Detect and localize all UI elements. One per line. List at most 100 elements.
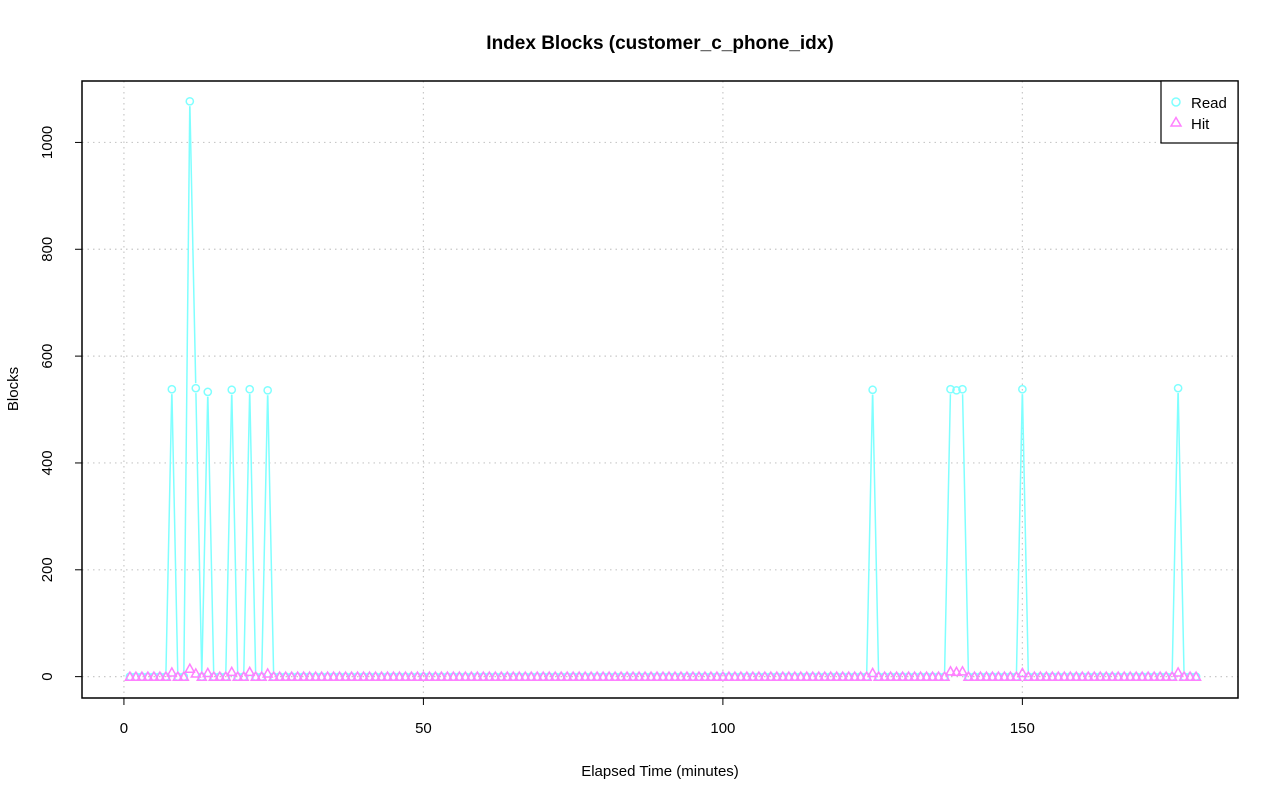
data-point-read xyxy=(263,385,273,395)
data-point-hit xyxy=(639,670,651,681)
data-point-hit xyxy=(1022,670,1035,681)
data-point-hit xyxy=(309,670,322,681)
data-point-hit xyxy=(567,670,579,681)
data-point-hit xyxy=(178,670,190,681)
data-point-hit xyxy=(124,670,136,681)
data-point-read xyxy=(245,384,255,394)
data-point-hit xyxy=(1040,670,1053,681)
data-point-hit xyxy=(765,670,777,681)
data-point-hit xyxy=(399,670,412,681)
data-point-hit xyxy=(315,670,328,681)
data-point-hit xyxy=(393,670,406,681)
series-line-segment xyxy=(1171,393,1179,672)
data-point-hit xyxy=(405,670,418,681)
data-point-hit xyxy=(830,670,843,681)
data-point-hit xyxy=(1070,670,1083,681)
data-point-hit xyxy=(627,670,639,681)
legend-read-label: Read xyxy=(1191,95,1227,112)
data-point-hit xyxy=(896,670,909,681)
data-point-hit xyxy=(154,670,166,681)
data-point-hit xyxy=(908,670,921,681)
data-point-hit xyxy=(231,670,244,681)
data-point-hit xyxy=(818,670,831,681)
data-point-hit xyxy=(1016,666,1029,678)
legend-hit-marker xyxy=(1169,116,1183,127)
series-line-segment xyxy=(865,394,874,672)
data-point-hit xyxy=(537,670,549,681)
data-point-hit xyxy=(297,670,310,681)
data-point-hit xyxy=(890,670,903,681)
data-point-hit xyxy=(950,665,963,677)
data-point-hit xyxy=(699,670,711,681)
data-point-hit xyxy=(1052,670,1065,681)
series-line-segment xyxy=(261,395,269,672)
data-point-hit xyxy=(489,670,502,681)
data-point-hit xyxy=(202,666,214,678)
chart-title: Index Blocks (customer_c_phone_idx) xyxy=(486,33,833,54)
data-point-hit xyxy=(621,670,633,681)
series-line-segment xyxy=(1177,393,1185,672)
data-point-hit xyxy=(986,670,999,681)
data-point-hit xyxy=(339,670,352,681)
series-line-segment xyxy=(171,394,179,672)
data-point-hit xyxy=(1082,670,1095,681)
data-point-read xyxy=(227,385,237,395)
data-point-hit xyxy=(777,670,789,681)
y-tick-label: 600 xyxy=(39,344,56,369)
data-point-hit xyxy=(956,665,969,676)
series-line-segment xyxy=(243,394,251,672)
data-point-hit xyxy=(501,670,514,681)
data-point-hit xyxy=(513,670,526,681)
grid-lines xyxy=(82,81,1238,698)
data-point-hit xyxy=(1178,670,1190,681)
data-point-hit xyxy=(1172,666,1184,677)
data-point-hit xyxy=(705,670,717,681)
legend-hit-label: Hit xyxy=(1191,116,1210,133)
data-point-hit xyxy=(1094,670,1107,681)
data-point-hit xyxy=(243,665,256,677)
data-point-hit xyxy=(130,670,142,681)
data-point-hit xyxy=(800,670,813,681)
data-point-hit xyxy=(327,670,340,681)
data-point-hit xyxy=(237,670,250,681)
data-point-hit xyxy=(1184,670,1196,681)
series-line-segment xyxy=(943,394,952,672)
data-point-hit xyxy=(435,670,448,681)
data-point-hit xyxy=(321,670,334,681)
data-point-hit xyxy=(184,662,196,673)
x-tick-label: 100 xyxy=(710,720,735,737)
data-point-hit xyxy=(675,670,687,681)
data-point-hit xyxy=(842,670,855,681)
data-point-hit xyxy=(225,665,238,677)
data-point-read xyxy=(946,384,955,394)
x-axis-label: Elapsed Time (minutes) xyxy=(581,763,739,780)
data-point-hit xyxy=(345,670,358,681)
data-point-hit xyxy=(1136,670,1148,681)
data-point-read xyxy=(167,384,177,394)
data-point-hit xyxy=(1148,670,1160,681)
data-point-hit xyxy=(423,670,436,681)
data-point-hit xyxy=(968,670,981,681)
data-point-hit xyxy=(483,670,496,681)
data-point-hit xyxy=(747,670,759,681)
data-point-hit xyxy=(387,670,400,681)
data-point-hit xyxy=(531,670,543,681)
data-point-hit xyxy=(333,670,346,681)
data-point-hit xyxy=(1088,670,1101,681)
data-point-hit xyxy=(591,670,603,681)
data-point-hit xyxy=(1112,670,1124,681)
legend-box xyxy=(1160,80,1239,144)
data-point-hit xyxy=(848,670,861,681)
data-point-hit xyxy=(980,670,993,681)
data-point-hit xyxy=(788,670,801,681)
data-point-read xyxy=(185,96,195,106)
series-line-segment xyxy=(1021,394,1030,672)
data-point-hit xyxy=(1106,670,1118,681)
data-point-hit xyxy=(711,670,723,681)
data-point-hit xyxy=(998,670,1011,681)
data-point-hit xyxy=(495,670,508,681)
data-point-hit xyxy=(1034,670,1047,681)
y-tick-label: 400 xyxy=(39,450,56,475)
data-point-hit xyxy=(453,670,466,681)
